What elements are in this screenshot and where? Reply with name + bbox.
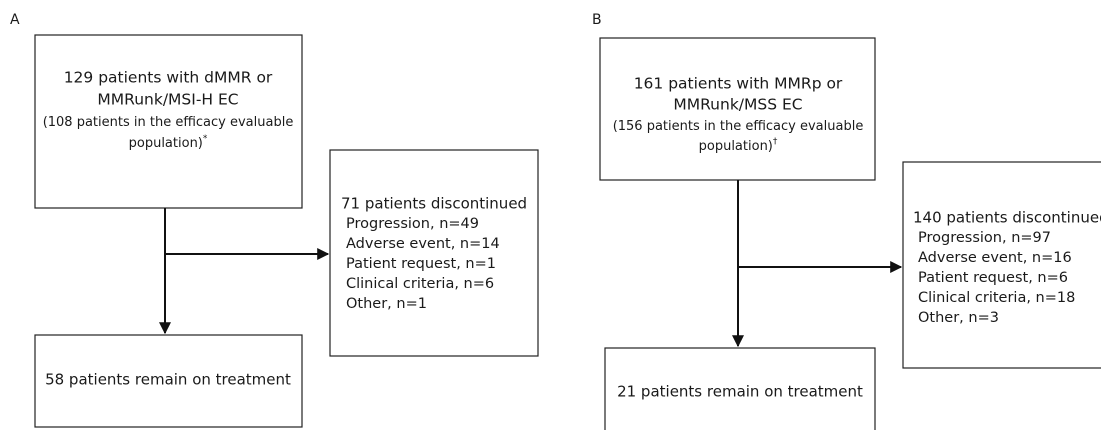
discontinued-item: Adverse event, n=16	[918, 250, 1072, 266]
discontinued-item: Progression, n=49	[346, 216, 479, 232]
start-note: (108 patients in the efficacy evaluable	[43, 115, 294, 130]
discontinued-item: Adverse event, n=14	[346, 236, 500, 252]
discontinued-item: Clinical criteria, n=6	[346, 276, 494, 292]
note-text: (156 patients in the efficacy evaluable	[613, 119, 864, 134]
note-text: population)	[129, 136, 203, 151]
discontinued-item: Other, n=3	[918, 310, 999, 326]
remain-box	[34, 334, 303, 428]
remain-text: 21 patients remain on treatment	[617, 383, 863, 401]
discontinued-box	[329, 149, 539, 357]
note-text: (108 patients in the efficacy evaluable	[43, 115, 294, 130]
discontinued-box	[902, 161, 1101, 369]
discontinued-title: 140 patients discontinued	[913, 209, 1101, 227]
remain-box	[604, 347, 876, 430]
start-box	[599, 37, 876, 181]
remain-text: 58 patients remain on treatment	[45, 371, 291, 389]
note-text: population)	[699, 139, 773, 154]
start-note: (156 patients in the efficacy evaluable	[613, 119, 864, 134]
start-box	[34, 34, 303, 209]
discontinued-item: Patient request, n=1	[346, 256, 496, 272]
note-mark: *	[203, 134, 208, 144]
discontinued-item: Patient request, n=6	[918, 270, 1068, 286]
discontinued-title: 71 patients discontinued	[341, 195, 527, 213]
start-text: MMRunk/MSI-H EC	[97, 91, 238, 109]
panel-label: B	[592, 12, 602, 28]
start-text: MMRunk/MSS EC	[673, 96, 802, 114]
panel-label: A	[10, 12, 20, 28]
start-text: 129 patients with dMMR or	[64, 69, 273, 87]
start-note: population)*	[129, 134, 208, 151]
discontinued-item: Other, n=1	[346, 296, 427, 312]
note-mark: †	[773, 137, 778, 147]
start-note: population)†	[699, 137, 778, 154]
discontinued-item: Progression, n=97	[918, 230, 1051, 246]
discontinued-item: Clinical criteria, n=18	[918, 290, 1075, 306]
start-text: 161 patients with MMRp or	[634, 75, 843, 93]
